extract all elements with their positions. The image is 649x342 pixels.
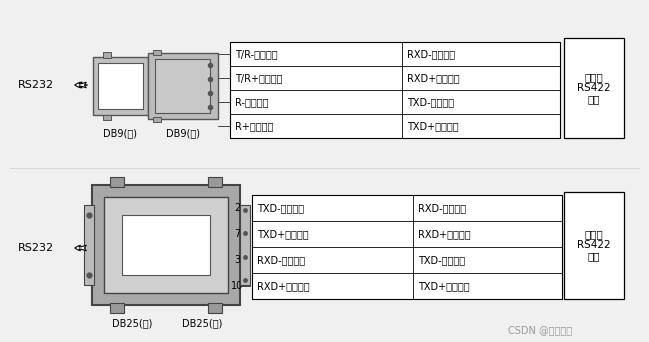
Bar: [155, 59, 210, 113]
Text: 2: 2: [234, 203, 240, 213]
Text: TXD-（发送）: TXD-（发送）: [257, 203, 304, 213]
Text: SC-422: SC-422: [161, 226, 171, 264]
Bar: [93, 57, 148, 115]
Text: TXD-（发送）: TXD-（发送）: [407, 97, 454, 107]
Text: RS232: RS232: [18, 80, 54, 90]
Text: R-（接收）: R-（接收）: [235, 97, 269, 107]
Bar: [98, 63, 143, 109]
Text: RXD+（接收）: RXD+（接收）: [407, 73, 459, 83]
Bar: [208, 303, 222, 313]
Bar: [110, 303, 124, 313]
Bar: [240, 205, 250, 285]
Text: 设备的: 设备的: [585, 229, 604, 239]
Text: RXD-（接收）: RXD-（接收）: [257, 255, 305, 265]
Text: 设备的: 设备的: [585, 72, 604, 82]
Text: 7: 7: [234, 229, 240, 239]
Text: TXD+（发送）: TXD+（发送）: [418, 281, 470, 291]
Text: R+（接收）: R+（接收）: [235, 121, 273, 131]
Text: 3: 3: [234, 255, 240, 265]
Bar: [230, 42, 560, 138]
Bar: [148, 53, 218, 119]
Bar: [252, 195, 562, 299]
Bar: [153, 117, 161, 122]
Text: DB25(孔): DB25(孔): [112, 318, 152, 328]
Text: RXD+（接收）: RXD+（接收）: [418, 229, 471, 239]
Text: TXD-（发送）: TXD-（发送）: [418, 255, 465, 265]
Text: DB25(针): DB25(针): [182, 318, 222, 328]
Text: RXD-（接收）: RXD-（接收）: [407, 49, 455, 59]
Text: TXD+（发送）: TXD+（发送）: [407, 121, 458, 131]
Bar: [153, 50, 161, 55]
Bar: [122, 215, 210, 275]
Text: CSDN @数据江湖: CSDN @数据江湖: [508, 325, 572, 335]
Bar: [84, 205, 94, 285]
Text: RXD+（接收）: RXD+（接收）: [257, 281, 310, 291]
Bar: [110, 177, 124, 187]
Text: 接口: 接口: [588, 251, 600, 262]
Text: 接口: 接口: [588, 94, 600, 104]
Text: T/R+（发送）: T/R+（发送）: [235, 73, 282, 83]
Bar: [564, 38, 624, 138]
Text: RS422: RS422: [577, 83, 611, 93]
Bar: [92, 185, 240, 305]
Text: DB9(针): DB9(针): [166, 128, 200, 138]
Text: TXD+（发送）: TXD+（发送）: [257, 229, 309, 239]
Text: DB9(孔): DB9(孔): [103, 128, 137, 138]
Bar: [103, 52, 111, 58]
Text: RXD-（接收）: RXD-（接收）: [418, 203, 467, 213]
Text: RS232: RS232: [18, 243, 54, 253]
Bar: [564, 192, 624, 299]
Bar: [104, 197, 228, 293]
Text: SC-422: SC-422: [101, 81, 140, 91]
Text: RS422: RS422: [577, 240, 611, 250]
Text: 10: 10: [231, 281, 243, 291]
Bar: [103, 115, 111, 120]
Text: T/R-（发送）: T/R-（发送）: [235, 49, 278, 59]
Bar: [208, 177, 222, 187]
